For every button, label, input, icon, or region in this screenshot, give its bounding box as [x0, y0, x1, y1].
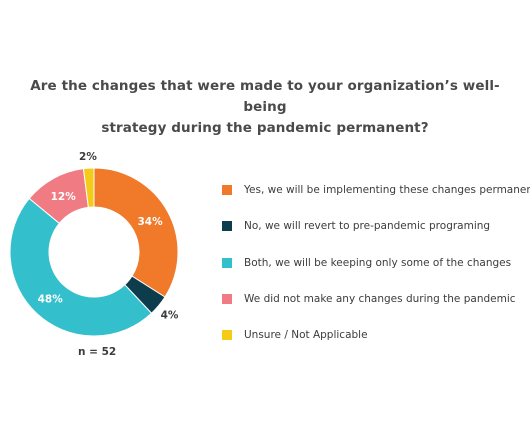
legend-item-both: Both, we will be keeping only some of th…: [222, 256, 511, 270]
legend-label: We did not make any changes during the p…: [244, 293, 516, 305]
legend-label: Yes, we will be implementing these chang…: [244, 184, 530, 196]
chart-title: Are the changes that were made to your o…: [20, 76, 510, 139]
chart-title-line-2: strategy during the pandemic permanent?: [101, 120, 429, 136]
legend-swatch: [222, 330, 232, 340]
legend-swatch: [222, 258, 232, 268]
chart-title-line-1: Are the changes that were made to your o…: [30, 78, 500, 115]
legend-item-no-changes: We did not make any changes during the p…: [222, 292, 516, 306]
legend-item-unsure: Unsure / Not Applicable: [222, 328, 368, 342]
legend-swatch: [222, 294, 232, 304]
legend-label: Unsure / Not Applicable: [244, 329, 368, 341]
data-label-unsure: 2%: [79, 151, 97, 163]
slice-yes: [93, 167, 179, 298]
sample-size-note: n = 52: [78, 346, 117, 358]
data-label-yes: 34%: [138, 216, 164, 228]
slice-unsure: [82, 167, 95, 208]
legend-swatch: [222, 185, 232, 195]
legend-swatch: [222, 221, 232, 231]
legend-item-yes: Yes, we will be implementing these chang…: [222, 183, 530, 197]
donut-chart: 34% 4% 48% 12% 2%: [9, 151, 179, 337]
legend-label: No, we will revert to pre-pandemic progr…: [244, 220, 491, 232]
slice-both: [9, 197, 153, 337]
data-label-both: 48%: [38, 294, 64, 306]
legend-label: Both, we will be keeping only some of th…: [244, 257, 512, 269]
data-label-no-changes: 12%: [51, 191, 77, 203]
data-label-no: 4%: [161, 309, 179, 321]
legend-item-no: No, we will revert to pre-pandemic progr…: [222, 219, 490, 233]
